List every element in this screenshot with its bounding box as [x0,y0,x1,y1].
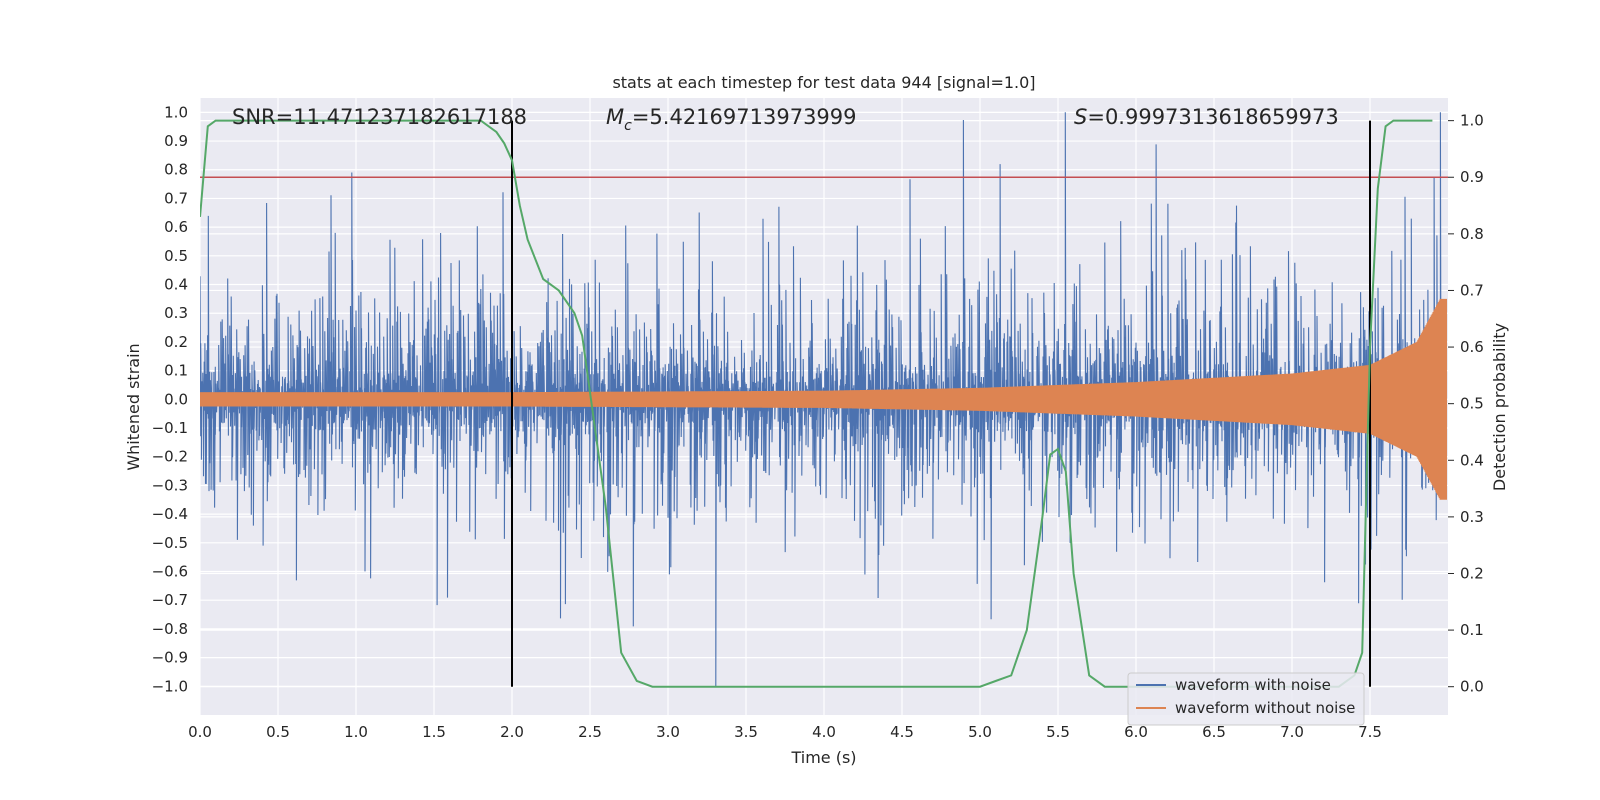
y-tick-label: −0.5 [152,534,188,552]
x-tick-labels: 0.0 0.5 1.0 1.5 2.0 2.5 3.0 3.5 4.0 4.5 5.0 5.5 6.0 6… [188,723,1382,741]
chirp-mass-annotation: Mc=5.42169713973999 [606,105,857,134]
y-tick-label: 0.6 [164,218,188,236]
y-tick-label: −0.2 [152,448,188,466]
right-y-tick-label: 0.4 [1460,451,1484,469]
right-y-tick-label: 0.5 [1460,395,1484,413]
x-tick-label: 6.0 [1124,723,1148,741]
y-tick-label: −0.1 [152,419,188,437]
legend: waveform with noise waveform without noi… [1127,672,1365,726]
x-tick-label: 5.0 [968,723,992,741]
detection-vlines [511,120,1371,687]
y-tick-label: 0.2 [164,333,188,351]
series-waveform-without-noise [200,298,1447,500]
x-tick-label: 2.5 [578,723,602,741]
right-y-tick-label: 0.2 [1460,564,1484,582]
x-tick-label: 7.0 [1280,723,1304,741]
x-tick-label: 0.5 [266,723,290,741]
x-tick-label: 0.0 [188,723,212,741]
snr-annotation: SNR=11.471237182617188 [232,105,527,129]
y-tick-label: −0.8 [152,620,188,638]
x-tick-label: 1.5 [422,723,446,741]
x-tick-label: 7.5 [1358,723,1382,741]
clean-waveform-path [200,298,1447,500]
x-tick-label: 3.5 [734,723,758,741]
right-y-tick-label: 0.1 [1460,621,1484,639]
right-y-tick-labels: 1.0 0.9 0.8 0.7 0.6 0.5 0.4 0.3 0.2 0.1 0.0 [1448,112,1484,696]
y-tick-label: 0.1 [164,362,188,380]
legend-box [1127,672,1365,726]
x-tick-label: 5.5 [1046,723,1070,741]
legend-label-clean: waveform without noise [1175,699,1355,717]
y-tick-label: −0.3 [152,476,188,494]
score-annotation: S=0.9997313618659973 [1074,105,1339,129]
x-tick-label: 1.0 [344,723,368,741]
legend-label-noise: waveform with noise [1175,676,1331,694]
x-tick-label: 4.0 [812,723,836,741]
y-tick-label: −0.9 [152,649,188,667]
x-tick-label: 4.5 [890,723,914,741]
y-tick-label: 0.9 [164,132,188,150]
y-tick-labels: 1.0 0.9 0.8 0.7 0.6 0.5 0.4 0.3 0.2 0.1 0.0 −0.1 −0.… [152,103,188,695]
x-tick-label: 3.0 [656,723,680,741]
y-axis-label: Whitened strain [124,343,143,470]
right-y-tick-label: 1.0 [1460,112,1484,130]
right-y-tick-label: 0.6 [1460,338,1484,356]
y-tick-label: 0.5 [164,247,188,265]
right-y-tick-label: 0.7 [1460,281,1484,299]
y-tick-label: 0.0 [164,390,188,408]
chart-title: stats at each timestep for test data 944… [612,73,1035,92]
y-tick-label: 0.4 [164,276,188,294]
y-tick-label: 0.8 [164,161,188,179]
x-tick-label: 6.5 [1202,723,1226,741]
right-y-tick-label: 0.0 [1460,678,1484,696]
y-tick-label: 1.0 [164,103,188,121]
x-tick-label: 2.0 [500,723,524,741]
y-tick-label: −0.6 [152,563,188,581]
right-y-tick-label: 0.9 [1460,168,1484,186]
y-tick-label: −1.0 [152,677,188,695]
y-tick-label: −0.4 [152,505,188,523]
right-y-tick-label: 0.8 [1460,225,1484,243]
x-axis-label: Time (s) [790,748,856,767]
y-tick-label: −0.7 [152,591,188,609]
right-y-axis-label: Detection probability [1490,323,1509,491]
y-tick-label: 0.3 [164,304,188,322]
y-tick-label: 0.7 [164,189,188,207]
right-y-tick-label: 0.3 [1460,508,1484,526]
